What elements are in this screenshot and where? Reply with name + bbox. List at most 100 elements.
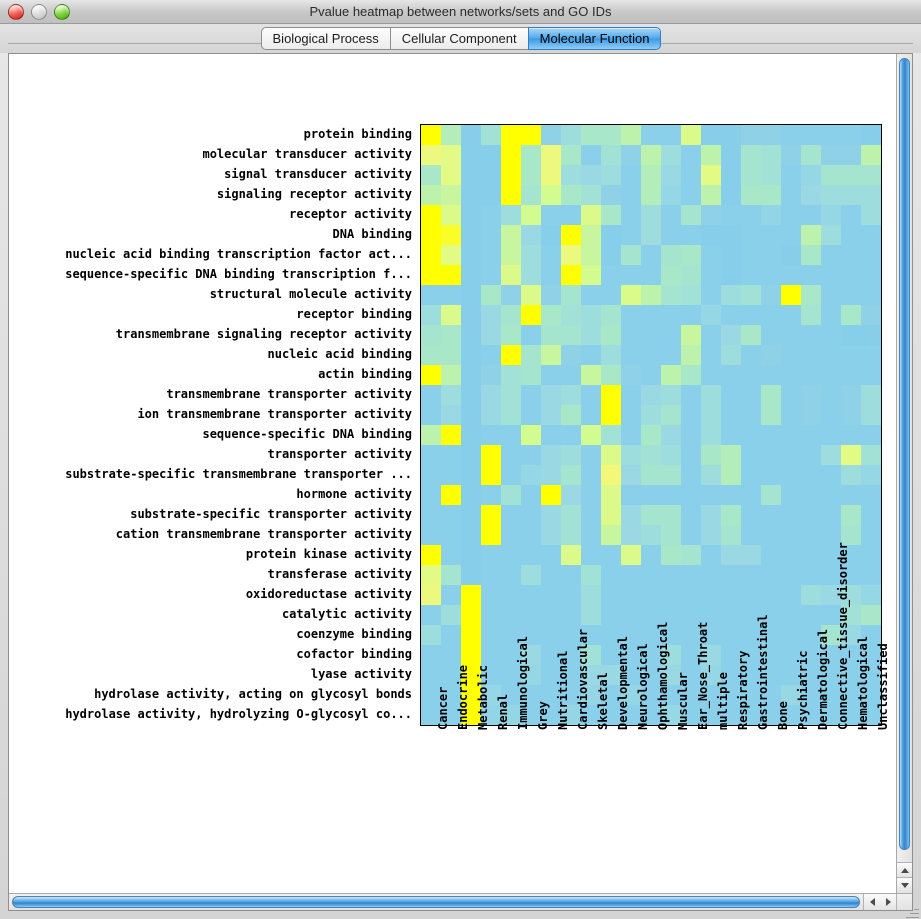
heatmap-cell[interactable] [461, 165, 481, 185]
heatmap-cell[interactable] [841, 485, 861, 505]
heatmap-cell[interactable] [621, 685, 641, 705]
heatmap-cell[interactable] [621, 465, 641, 485]
heatmap-cell[interactable] [581, 485, 601, 505]
heatmap-cell[interactable] [741, 265, 761, 285]
heatmap-cell[interactable] [641, 205, 661, 225]
heatmap-cell[interactable] [701, 685, 721, 705]
heatmap-cell[interactable] [781, 585, 801, 605]
heatmap-cell[interactable] [841, 505, 861, 525]
heatmap-cell[interactable] [421, 465, 441, 485]
heatmap-cell[interactable] [801, 445, 821, 465]
heatmap-cell[interactable] [521, 525, 541, 545]
heatmap-cell[interactable] [841, 125, 861, 145]
heatmap-cell[interactable] [761, 605, 781, 625]
heatmap-cell[interactable] [601, 545, 621, 565]
heatmap-cell[interactable] [561, 685, 581, 705]
heatmap-cell[interactable] [521, 445, 541, 465]
heatmap-cell[interactable] [721, 585, 741, 605]
heatmap-cell[interactable] [801, 565, 821, 585]
heatmap-cell[interactable] [661, 305, 681, 325]
heatmap-cell[interactable] [621, 285, 641, 305]
heatmap-cell[interactable] [521, 345, 541, 365]
heatmap-cell[interactable] [841, 425, 861, 445]
heatmap-cell[interactable] [641, 425, 661, 445]
heatmap-cell[interactable] [601, 185, 621, 205]
heatmap-cell[interactable] [721, 145, 741, 165]
heatmap-cell[interactable] [441, 625, 461, 645]
heatmap-cell[interactable] [621, 265, 641, 285]
heatmap-cell[interactable] [761, 165, 781, 185]
heatmap-cell[interactable] [621, 645, 641, 665]
heatmap-cell[interactable] [661, 325, 681, 345]
heatmap-cell[interactable] [781, 125, 801, 145]
heatmap-cell[interactable] [861, 565, 881, 585]
heatmap-cell[interactable] [501, 345, 521, 365]
heatmap-cell[interactable] [741, 125, 761, 145]
heatmap-cell[interactable] [841, 345, 861, 365]
heatmap-cell[interactable] [581, 685, 601, 705]
heatmap-cell[interactable] [461, 485, 481, 505]
heatmap-cell[interactable] [701, 425, 721, 445]
heatmap-cell[interactable] [681, 145, 701, 165]
heatmap-cell[interactable] [641, 285, 661, 305]
close-button[interactable] [8, 4, 24, 20]
heatmap-cell[interactable] [581, 185, 601, 205]
heatmap-cell[interactable] [721, 165, 741, 185]
heatmap-cell[interactable] [841, 385, 861, 405]
heatmap-cell[interactable] [781, 485, 801, 505]
heatmap-cell[interactable] [481, 185, 501, 205]
heatmap-cell[interactable] [541, 485, 561, 505]
heatmap-cell[interactable] [481, 125, 501, 145]
heatmap-cell[interactable] [741, 465, 761, 485]
heatmap-cell[interactable] [861, 185, 881, 205]
scroll-left-arrow[interactable] [864, 894, 880, 910]
heatmap-cell[interactable] [641, 185, 661, 205]
heatmap-cell[interactable] [521, 305, 541, 325]
heatmap-cell[interactable] [821, 265, 841, 285]
heatmap-cell[interactable] [621, 545, 641, 565]
heatmap-cell[interactable] [681, 345, 701, 365]
heatmap-cell[interactable] [561, 425, 581, 445]
heatmap-cell[interactable] [841, 525, 861, 545]
heatmap-cell[interactable] [421, 225, 441, 245]
heatmap-cell[interactable] [861, 625, 881, 645]
heatmap-cell[interactable] [701, 305, 721, 325]
heatmap-cell[interactable] [781, 385, 801, 405]
heatmap-cell[interactable] [681, 125, 701, 145]
heatmap-cell[interactable] [721, 685, 741, 705]
heatmap-cell[interactable] [861, 365, 881, 385]
heatmap-cell[interactable] [621, 225, 641, 245]
heatmap-cell[interactable] [661, 425, 681, 445]
heatmap-cell[interactable] [601, 385, 621, 405]
heatmap-cell[interactable] [641, 225, 661, 245]
heatmap-cell[interactable] [461, 325, 481, 345]
heatmap-cell[interactable] [761, 325, 781, 345]
heatmap-cell[interactable] [581, 125, 601, 145]
heatmap-cell[interactable] [501, 525, 521, 545]
heatmap-cell[interactable] [721, 245, 741, 265]
heatmap-cell[interactable] [561, 565, 581, 585]
heatmap-cell[interactable] [741, 625, 761, 645]
heatmap-cell[interactable] [701, 465, 721, 485]
heatmap-cell[interactable] [561, 245, 581, 265]
heatmap-cell[interactable] [561, 625, 581, 645]
heatmap-cell[interactable] [741, 565, 761, 585]
heatmap-cell[interactable] [601, 565, 621, 585]
heatmap-cell[interactable] [841, 185, 861, 205]
heatmap-cell[interactable] [561, 305, 581, 325]
heatmap-cell[interactable] [821, 605, 841, 625]
heatmap-cell[interactable] [861, 285, 881, 305]
heatmap-cell[interactable] [541, 305, 561, 325]
heatmap-cell[interactable] [781, 665, 801, 685]
heatmap-cell[interactable] [621, 365, 641, 385]
heatmap-cell[interactable] [801, 145, 821, 165]
heatmap-cell[interactable] [781, 145, 801, 165]
heatmap-cell[interactable] [661, 525, 681, 545]
heatmap-cell[interactable] [841, 165, 861, 185]
tab-biological-process[interactable]: Biological Process [260, 27, 391, 50]
heatmap-cell[interactable] [421, 165, 441, 185]
heatmap-cell[interactable] [481, 165, 501, 185]
heatmap-cell[interactable] [801, 325, 821, 345]
heatmap-cell[interactable] [661, 365, 681, 385]
heatmap-cell[interactable] [601, 525, 621, 545]
